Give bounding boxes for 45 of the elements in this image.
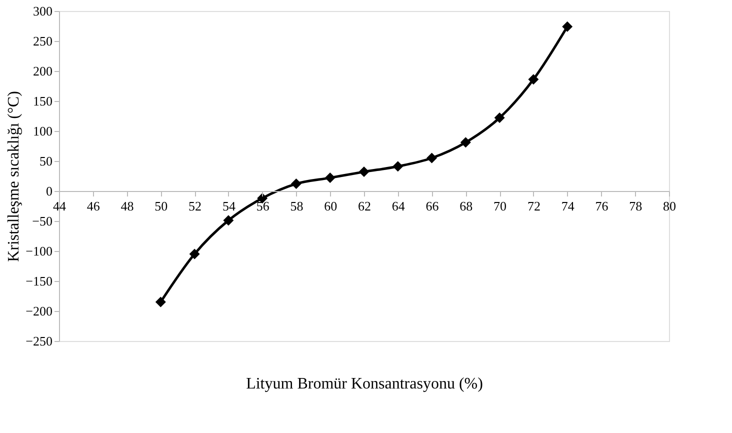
x-tick-label: 46 xyxy=(86,198,100,214)
point xyxy=(494,112,505,124)
point xyxy=(290,178,302,190)
x-tick-label: 62 xyxy=(358,198,371,214)
x-tick-label: 54 xyxy=(222,198,236,214)
x-tick-label: 56 xyxy=(256,198,270,214)
x-tick-label: 64 xyxy=(392,198,406,214)
point xyxy=(223,215,234,226)
x-tick-label: 52 xyxy=(188,198,202,214)
y-tick-label: 200 xyxy=(33,64,52,78)
point xyxy=(562,21,573,32)
point xyxy=(358,166,370,178)
x-tick-label: 58 xyxy=(290,198,304,214)
point xyxy=(392,161,404,172)
x-tick-label: 66 xyxy=(426,198,440,214)
x-tick-label: 48 xyxy=(120,198,134,214)
y-tick-label: 250 xyxy=(33,34,52,48)
y-tick-label: −150 xyxy=(26,274,52,288)
y-tick-label: 0 xyxy=(46,184,52,198)
point xyxy=(155,296,166,308)
y-tick-label: −100 xyxy=(26,244,52,258)
x-tick-label: 72 xyxy=(527,198,540,214)
x-tick-label: 50 xyxy=(154,198,168,214)
x-tick-label: 70 xyxy=(494,198,507,214)
y-tick-label: −50 xyxy=(32,214,52,228)
y-axis-title: Kristalleşme sıcaklığı (°C) xyxy=(6,91,23,262)
x-tick-label: 44 xyxy=(53,198,66,214)
y-tick-label: −250 xyxy=(26,334,52,348)
x-tick-label: 68 xyxy=(460,198,473,214)
y-tick-label: 150 xyxy=(33,94,52,108)
point xyxy=(426,152,438,164)
y-tick-label: 100 xyxy=(33,124,52,138)
point xyxy=(324,172,336,184)
x-tick-label: 76 xyxy=(595,198,609,214)
y-tick-label: 50 xyxy=(40,154,52,168)
x-tick-label: 80 xyxy=(663,198,676,214)
point xyxy=(189,248,200,260)
x-axis-title: Lityum Bromür Konsantrasyonu (%) xyxy=(246,376,483,392)
point xyxy=(528,74,539,85)
y-tick-label: 300 xyxy=(33,4,52,18)
point xyxy=(460,137,471,148)
y-tick-label: −200 xyxy=(26,304,52,318)
x-tick-label: 78 xyxy=(629,198,642,214)
x-tick-label: 74 xyxy=(561,198,575,214)
x-tick-label: 60 xyxy=(324,198,338,214)
